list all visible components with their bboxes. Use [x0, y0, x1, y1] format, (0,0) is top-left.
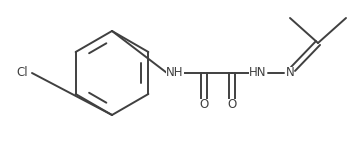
- Text: N: N: [286, 66, 294, 80]
- Text: NH: NH: [166, 66, 184, 80]
- Text: Cl: Cl: [16, 66, 28, 80]
- Text: HN: HN: [249, 66, 267, 80]
- Text: O: O: [199, 99, 209, 111]
- Text: O: O: [227, 99, 237, 111]
